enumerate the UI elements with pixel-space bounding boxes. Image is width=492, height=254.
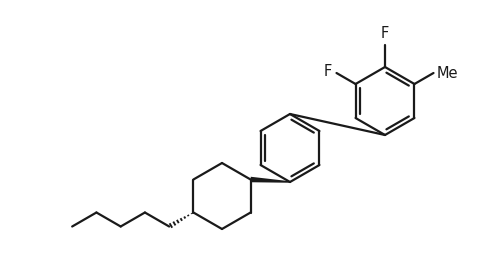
Text: Me: Me xyxy=(436,66,458,81)
Text: F: F xyxy=(381,26,389,41)
Polygon shape xyxy=(250,177,290,183)
Text: F: F xyxy=(323,64,332,78)
